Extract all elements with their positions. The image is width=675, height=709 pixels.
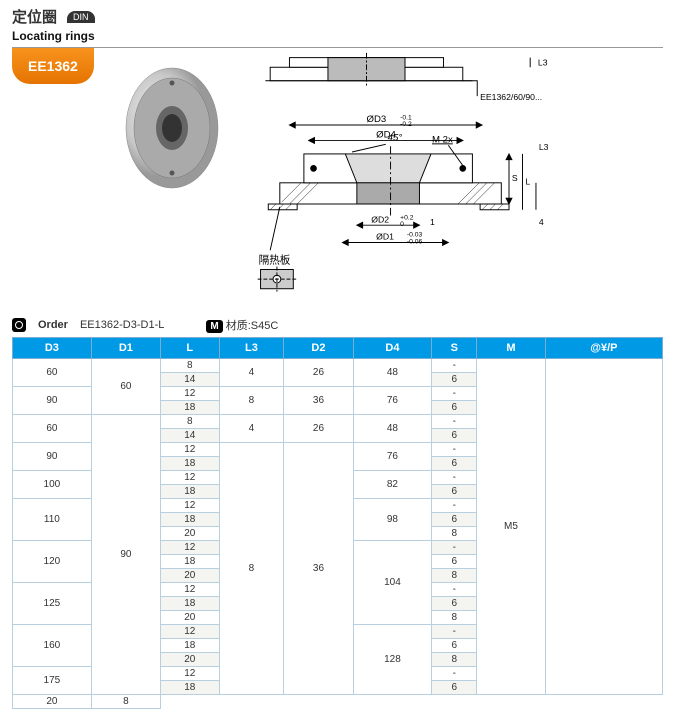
- d2-label: ØD2: [371, 214, 389, 224]
- d1-label: ØD1: [376, 232, 394, 242]
- product-photo: [112, 48, 232, 208]
- l3-label: L3: [539, 142, 549, 152]
- svg-text:-0.2: -0.2: [400, 121, 412, 128]
- l-label: L: [525, 177, 530, 187]
- page-header: 定位圈 DIN: [0, 0, 675, 29]
- table-row: 6060842648-M5: [13, 359, 663, 373]
- order-row: Order EE1362-D3-D1-L M 材质:S45C: [0, 311, 675, 337]
- standard-badge: DIN: [67, 11, 95, 23]
- title-en: Locating rings: [12, 29, 95, 43]
- svg-text:-0.06: -0.06: [407, 238, 423, 245]
- order-format: EE1362-D3-D1-L: [80, 319, 164, 331]
- phone-icon: [12, 318, 26, 332]
- col-S: S: [432, 338, 477, 359]
- material-label: 材质:S45C: [226, 320, 279, 332]
- m2x-label: M 2x: [432, 134, 453, 145]
- svg-text:0: 0: [400, 221, 404, 228]
- callout-label: EE1362/60/90...: [480, 92, 542, 102]
- material-badge: M: [206, 320, 222, 333]
- title-en-row: Locating rings: [0, 29, 675, 47]
- col-L3: L3: [219, 338, 284, 359]
- product-code-tag: EE1362: [12, 48, 94, 84]
- col-D3: D3: [13, 338, 92, 359]
- col-D1: D1: [91, 338, 160, 359]
- title-cn: 定位圈: [12, 6, 57, 27]
- order-label: Order: [38, 319, 68, 331]
- insulation-label: 隔热板: [258, 254, 290, 267]
- angle-label: 45°: [387, 132, 402, 143]
- col-D4: D4: [353, 338, 432, 359]
- col-M: M: [477, 338, 546, 359]
- col-D2: D2: [284, 338, 353, 359]
- spec-table: D3D1LL3D2D4SM@¥/P 6060842648-M5146901283…: [12, 337, 663, 709]
- tech-drawings: EE1362/60/90... L3 ØD3 -0.1 -0.2 ØD4: [250, 48, 663, 311]
- col-L: L: [160, 338, 219, 359]
- d3-label: ØD3: [366, 114, 386, 125]
- l3-label-top: L3: [538, 57, 548, 67]
- four-label: 4: [539, 217, 544, 227]
- one-label: 1: [430, 217, 435, 227]
- s-label: S: [512, 173, 518, 183]
- col-@¥/P: @¥/P: [545, 338, 662, 359]
- ring-render: [122, 53, 222, 203]
- table-row: 208: [13, 695, 663, 709]
- drawing-svg: EE1362/60/90... L3 ØD3 -0.1 -0.2 ØD4: [250, 48, 560, 308]
- figure-section: EE1362 EE1362/60/90... L3 ØD3 -0.1: [0, 48, 675, 311]
